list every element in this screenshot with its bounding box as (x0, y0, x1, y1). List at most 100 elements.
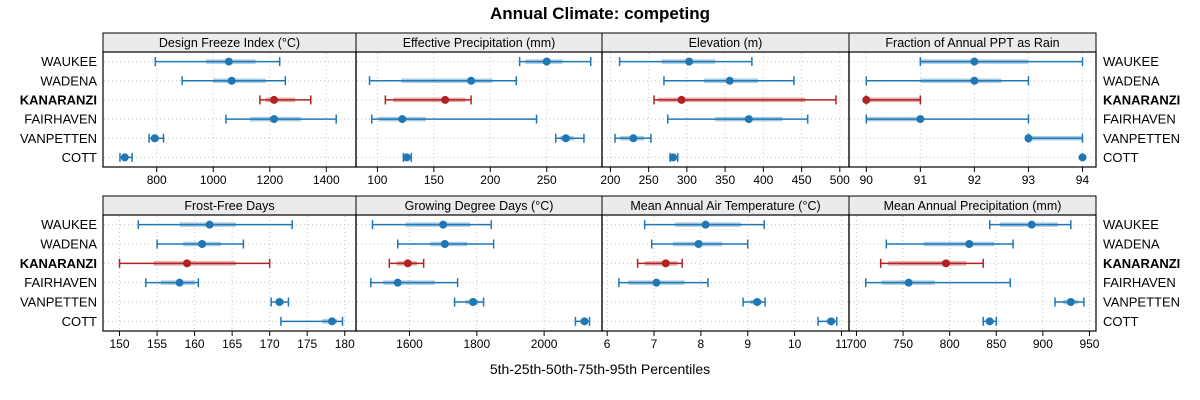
site-label-left: VANPETTEN (20, 295, 97, 310)
site-label-right: WADENA (1103, 73, 1160, 88)
axis-tick-label: 1600 (396, 337, 423, 351)
axis-tick-label: 1000 (200, 173, 227, 187)
site-label-right: KANARANZI (1103, 256, 1180, 271)
axis-tick-label: 6 (604, 337, 611, 351)
median-dot (183, 259, 192, 268)
axis-tick-label: 11 (835, 337, 848, 351)
median-dot (440, 240, 449, 248)
panel-strip-title: Fraction of Annual PPT as Rain (885, 36, 1059, 50)
panel-border (102, 214, 357, 332)
panel-border (848, 214, 1097, 332)
median-dot (677, 95, 686, 104)
axis-tick-label: 92 (968, 173, 982, 187)
panel-strip-title: Mean Annual Air Temperature (°C) (630, 199, 820, 213)
axis-tick-label: 7 (651, 337, 658, 351)
median-dot (916, 115, 925, 124)
panel-strip-title: Mean Annual Precipitation (mm) (884, 199, 1062, 213)
axis-tick-label: 155 (147, 337, 167, 351)
median-dot (1078, 153, 1087, 162)
median-dot (694, 240, 703, 248)
median-dot (441, 95, 450, 104)
axis-tick-label: 93 (1022, 173, 1036, 187)
site-label-right: WAUKEE (1103, 54, 1159, 69)
site-label-left: COTT (62, 314, 97, 329)
median-dot (403, 259, 412, 268)
site-label-left: FAIRHAVEN (24, 275, 97, 290)
median-dot (1024, 134, 1033, 143)
site-label-left: WAUKEE (41, 217, 97, 232)
axis-tick-label: 1800 (463, 337, 490, 351)
axis-tick-label: 950 (1079, 337, 1099, 351)
median-dot (1066, 298, 1075, 306)
median-dot (198, 240, 207, 248)
median-dot (669, 153, 678, 162)
median-dot (270, 95, 279, 104)
site-label-right: VANPETTEN (1103, 131, 1180, 146)
site-label-left: KANARANZI (20, 92, 97, 107)
chart-title: Annual Climate: competing (489, 4, 711, 23)
median-dot (970, 76, 979, 85)
site-label-right: WAUKEE (1103, 217, 1159, 232)
site-label-right: COTT (1103, 150, 1138, 165)
axis-tick-label: 8 (698, 337, 705, 351)
site-label-left: FAIRHAVEN (24, 112, 97, 127)
median-dot (941, 259, 950, 268)
panel-border (355, 214, 603, 332)
panel-strip-title: Growing Degree Days (°C) (405, 199, 554, 213)
median-dot (652, 278, 661, 287)
axis-tick-label: 160 (185, 337, 205, 351)
axis-tick-label: 400 (753, 173, 773, 187)
percentiles-caption: 5th-25th-50th-75th-95th Percentiles (489, 361, 711, 377)
axis-tick-label: 300 (677, 173, 697, 187)
axis-tick-label: 900 (1033, 337, 1053, 351)
site-label-right: WADENA (1103, 237, 1160, 252)
axis-tick-label: 700 (846, 337, 866, 351)
axis-tick-label: 500 (830, 173, 850, 187)
panel-border (355, 51, 603, 168)
axis-tick-label: 800 (940, 337, 960, 351)
median-dot (725, 76, 734, 85)
axis-tick-label: 1400 (313, 173, 340, 187)
median-dot (120, 153, 129, 162)
site-label-right: COTT (1103, 314, 1138, 329)
median-dot (685, 57, 694, 66)
axis-tick-label: 165 (222, 337, 242, 351)
axis-tick-label: 1200 (256, 173, 283, 187)
axis-tick-label: 10 (788, 337, 802, 351)
axis-tick-label: 91 (914, 173, 928, 187)
median-dot (904, 278, 913, 287)
median-dot (402, 153, 411, 162)
median-dot (827, 317, 836, 326)
median-dot (1027, 220, 1036, 229)
median-dot (327, 317, 336, 326)
median-dot (744, 115, 753, 124)
median-dot (970, 57, 979, 66)
site-label-left: WADENA (40, 73, 97, 88)
axis-tick-label: 200 (600, 173, 620, 187)
site-label-left: COTT (62, 150, 97, 165)
axis-tick-label: 750 (893, 337, 913, 351)
median-dot (150, 134, 159, 143)
panel-border (848, 51, 1097, 168)
median-dot (701, 220, 710, 229)
median-dot (224, 57, 233, 66)
median-dot (175, 278, 184, 287)
panel-strip-title: Design Freeze Index (°C) (159, 36, 300, 50)
site-label-right: KANARANZI (1103, 92, 1180, 107)
panel-strip-title: Frost-Free Days (184, 199, 274, 213)
site-label-right: FAIRHAVEN (1103, 275, 1176, 290)
median-dot (629, 134, 638, 143)
axis-tick-label: 170 (260, 337, 280, 351)
axis-tick-label: 90 (860, 173, 874, 187)
site-label-right: FAIRHAVEN (1103, 112, 1176, 127)
site-label-left: VANPETTEN (20, 131, 97, 146)
axis-tick-label: 250 (639, 173, 659, 187)
panel-strip-title: Elevation (m) (689, 36, 763, 50)
median-dot (753, 298, 762, 306)
median-dot (227, 76, 236, 85)
site-label-left: KANARANZI (20, 256, 97, 271)
median-dot (661, 259, 670, 268)
panel-strip-title: Effective Precipitation (mm) (403, 36, 556, 50)
median-dot (467, 76, 476, 85)
